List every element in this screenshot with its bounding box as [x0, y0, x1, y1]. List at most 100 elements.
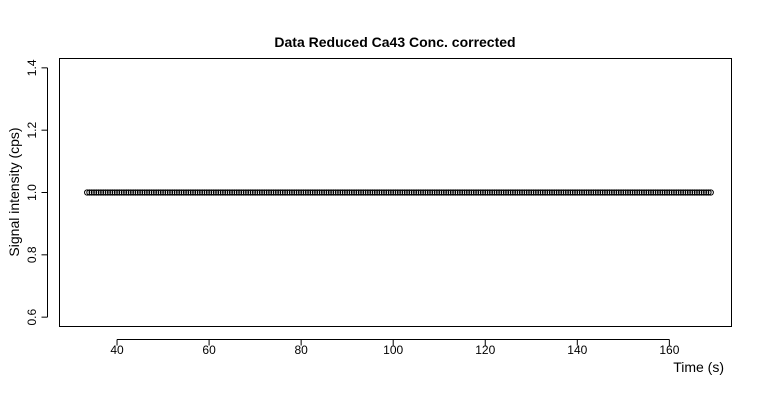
data-point — [410, 189, 418, 196]
data-point — [445, 189, 452, 196]
data-point — [367, 189, 374, 196]
data-point — [194, 189, 201, 196]
data-point — [245, 189, 252, 196]
data-point — [219, 189, 226, 196]
data-point — [463, 189, 470, 196]
data-point — [120, 189, 128, 196]
data-point — [617, 189, 625, 196]
data-point — [217, 189, 224, 196]
data-point — [502, 189, 510, 196]
data-point — [652, 189, 659, 196]
data-point — [233, 189, 240, 196]
data-point — [477, 189, 484, 196]
data-point — [235, 189, 243, 196]
data-point — [663, 189, 671, 196]
data-point — [130, 189, 137, 196]
data-point — [309, 189, 316, 196]
data-point — [348, 189, 355, 196]
data-point — [159, 189, 167, 196]
data-point — [307, 189, 314, 196]
data-point — [231, 189, 238, 196]
data-point — [443, 189, 450, 196]
data-point — [654, 189, 661, 196]
data-point — [118, 189, 125, 196]
data-point — [659, 189, 666, 196]
data-point — [447, 189, 454, 196]
data-point — [341, 189, 348, 196]
data-point — [134, 189, 141, 196]
data-point — [673, 189, 680, 196]
data-point — [523, 189, 530, 196]
data-point — [541, 189, 549, 196]
data-point — [252, 189, 259, 196]
data-point — [212, 189, 220, 196]
data-point — [489, 189, 496, 196]
data-point — [590, 189, 597, 196]
data-point — [84, 189, 91, 196]
data-point — [148, 189, 155, 196]
data-point — [279, 189, 286, 196]
data-point — [558, 189, 565, 196]
data-point — [666, 189, 673, 196]
data-point — [397, 189, 404, 196]
data-point — [178, 189, 185, 196]
data-point — [638, 189, 645, 196]
data-point — [594, 189, 602, 196]
x-tick-label: 40 — [110, 343, 124, 357]
data-point — [597, 189, 604, 196]
data-point — [507, 189, 514, 196]
data-point — [265, 189, 273, 196]
data-point — [270, 189, 277, 196]
data-point — [588, 189, 595, 196]
data-point — [608, 189, 615, 196]
data-point — [548, 189, 556, 196]
data-point — [611, 189, 618, 196]
data-point — [293, 189, 300, 196]
data-point — [113, 189, 121, 196]
data-point — [323, 189, 330, 196]
data-point — [403, 189, 411, 196]
data-point — [205, 189, 213, 196]
data-point — [613, 189, 620, 196]
data-point — [95, 189, 102, 196]
data-point — [422, 189, 429, 196]
data-point — [318, 189, 325, 196]
x-axis-label: Time (s) — [673, 359, 724, 375]
data-point — [364, 189, 371, 196]
data-point — [380, 189, 388, 196]
data-point — [615, 189, 622, 196]
data-point — [440, 189, 447, 196]
data-point — [222, 189, 229, 196]
data-point — [516, 189, 523, 196]
data-point — [376, 189, 383, 196]
data-point — [275, 189, 282, 196]
data-point — [332, 189, 339, 196]
data-point — [424, 189, 431, 196]
data-point — [606, 189, 613, 196]
data-point — [171, 189, 178, 196]
data-point — [249, 189, 256, 196]
data-point — [532, 189, 539, 196]
data-point — [146, 189, 153, 196]
data-point — [514, 189, 521, 196]
data-point — [387, 189, 394, 196]
data-point — [682, 189, 689, 196]
data-point — [162, 189, 169, 196]
plot-area — [59, 58, 732, 327]
data-point — [454, 189, 461, 196]
data-point — [707, 189, 714, 196]
data-point — [288, 189, 296, 196]
data-point — [537, 189, 544, 196]
data-point — [360, 189, 367, 196]
data-point — [461, 189, 468, 196]
data-point — [703, 189, 710, 196]
data-point — [576, 189, 583, 196]
data-point — [636, 189, 643, 196]
data-point — [505, 189, 512, 196]
data-point — [484, 189, 491, 196]
x-tick-label: 100 — [383, 343, 403, 357]
data-point — [585, 189, 592, 196]
data-point — [132, 189, 139, 196]
data-point — [686, 189, 694, 196]
